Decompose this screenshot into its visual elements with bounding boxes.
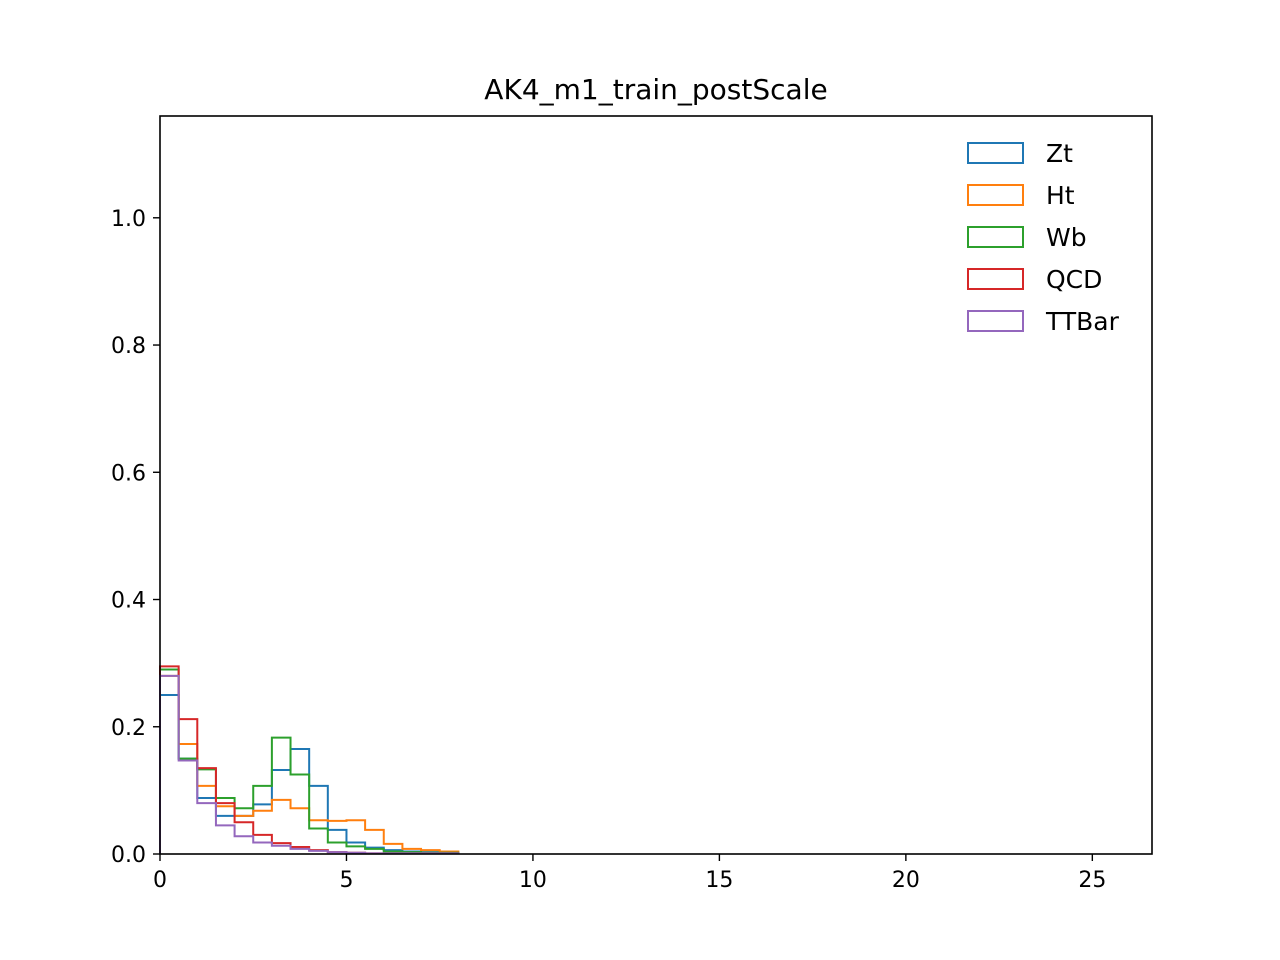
legend-label-zt: Zt	[1046, 139, 1073, 168]
legend-label-ht: Ht	[1046, 181, 1075, 210]
legend-swatch-zt	[967, 142, 1024, 164]
legend-label-qcd: QCD	[1046, 265, 1102, 294]
legend: Zt Ht Wb QCD TTBar	[967, 139, 1120, 336]
chart-title: AK4_m1_train_postScale	[484, 73, 827, 106]
x-tick-label: 10	[519, 868, 547, 893]
series-wb-line	[159, 668, 460, 854]
y-tick-label: 1.0	[111, 207, 146, 232]
x-tick-label: 15	[705, 868, 733, 893]
legend-label-wb: Wb	[1046, 223, 1087, 252]
legend-swatch-ttbar	[967, 310, 1024, 332]
legend-swatch-ht	[967, 184, 1024, 206]
legend-swatch-wb	[967, 226, 1024, 248]
plot-frame	[159, 115, 1153, 855]
x-tick-label: 20	[892, 868, 920, 893]
x-tick-label: 5	[339, 868, 353, 893]
y-tick-label: 0.0	[111, 843, 146, 868]
legend-swatch-qcd	[967, 268, 1024, 290]
y-tick-label: 0.4	[111, 589, 146, 614]
y-tick-label: 0.8	[111, 334, 146, 359]
y-tick-label: 0.2	[111, 716, 146, 741]
x-tick-label: 0	[153, 868, 167, 893]
axis-layer: 0 5 10 15 20 25 0.0 0.2 0.4 0.6 0.8 1.0	[111, 207, 1106, 893]
legend-label-ttbar: TTBar	[1045, 307, 1120, 336]
x-tick-label: 25	[1078, 868, 1106, 893]
y-tick-label: 0.6	[111, 461, 146, 486]
